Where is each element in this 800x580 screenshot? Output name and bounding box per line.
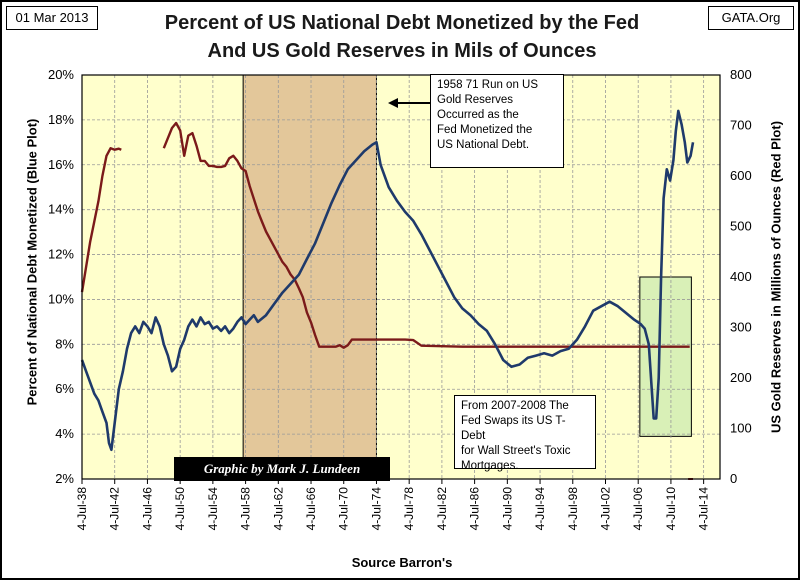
plot-border [81, 74, 721, 480]
y-left-tick-label: 8% [55, 336, 74, 351]
x-tick-label: 4-Jul-62 [271, 487, 285, 531]
run-note-line: Fed Monetized the [437, 124, 533, 136]
y-left-tick-label: 10% [48, 291, 74, 306]
y-right-tick-label: 200 [730, 370, 752, 385]
x-tick-label: 4-Jul-74 [369, 487, 383, 531]
y-right-tick-label: 500 [730, 219, 752, 234]
y-right-tick-label: 300 [730, 320, 752, 335]
annotation-arrow-head [388, 98, 398, 108]
run-note-line: Gold Reserves [437, 94, 514, 106]
y-left-axis-label: Percent of National Debt Monetized (Blue… [24, 118, 40, 406]
x-tick-label: 4-Jul-10 [664, 487, 678, 531]
annotation-1958-1971-run: 1958 71 Run on US Gold Reserves Occurred… [430, 74, 564, 168]
x-tick-label: 4-Jul-78 [402, 487, 416, 531]
y-right-tick-label: 0 [730, 471, 737, 486]
chart-title-line2: And US Gold Reserves in Mils of Ounces [207, 40, 597, 62]
graphic-credit: Graphic by Mark J. Lundeen [174, 457, 390, 481]
run-note-line: US National Debt. [437, 139, 530, 151]
x-tick-label: 4-Jul-98 [566, 487, 580, 531]
y-left-tick-label: 20% [48, 67, 74, 82]
x-tick-label: 4-Jul-90 [500, 487, 514, 531]
x-axis-label: Source Barron's [351, 555, 453, 570]
x-tick-label: 4-Jul-86 [468, 487, 482, 531]
y-left-tick-label: 18% [48, 112, 74, 127]
x-tick-label: 4-Jul-82 [435, 487, 449, 531]
swap-note-line: Mortgages. [461, 460, 519, 472]
y-right-tick-label: 100 [730, 421, 752, 436]
highlight-region-1958-1974 [242, 74, 377, 480]
y-right-tick-label: 600 [730, 168, 752, 183]
y-left-tick-label: 12% [48, 247, 74, 262]
annotation-2007-swap: From 2007-2008 The Fed Swaps its US T-De… [454, 395, 596, 472]
x-tick-label: 4-Jul-54 [206, 487, 220, 531]
chart-title-line1: Percent of US National Debt Monetized by… [164, 12, 640, 34]
y-right-tick-label: 800 [730, 67, 752, 82]
run-note-line: 1958 71 Run on US [437, 79, 539, 91]
x-tick-label: 4-Jul-66 [304, 487, 318, 531]
x-tick-label: 4-Jul-50 [173, 487, 187, 531]
run-note-line: Occurred as the [437, 109, 519, 121]
swap-note-line: From 2007-2008 The [461, 400, 569, 412]
x-tick-label: 4-Jul-70 [337, 487, 351, 531]
y-left-tick-label: 6% [55, 381, 74, 396]
y-right-axis-label: US Gold Reserves in Millions of Ounces (… [768, 120, 784, 434]
swap-note-line: Fed Swaps its US T-Debt [461, 415, 566, 442]
highlight-region-2007-2012 [639, 276, 692, 437]
swap-note-line: for Wall Street's Toxic [461, 445, 571, 457]
x-tick-label: 4-Jul-38 [75, 487, 89, 531]
y-left-tick-label: 16% [48, 157, 74, 172]
y-left-tick-label: 2% [55, 471, 74, 486]
y-left-tick-label: 14% [48, 202, 74, 217]
y-left-tick-label: 4% [55, 426, 74, 441]
y-right-tick-label: 400 [730, 269, 752, 284]
x-tick-label: 4-Jul-94 [533, 487, 547, 531]
debt-monetized-series-line [80, 109, 695, 452]
source-label: GATA.Org [708, 6, 794, 30]
plot-area [82, 75, 720, 479]
x-tick-label: 4-Jul-42 [108, 487, 122, 531]
date-label: 01 Mar 2013 [6, 6, 98, 30]
x-tick-label: 4-Jul-14 [697, 487, 711, 531]
x-tick-label: 4-Jul-02 [598, 487, 612, 531]
x-tick-label: 4-Jul-46 [140, 487, 154, 531]
x-tick-label: 4-Jul-58 [239, 487, 253, 531]
y-right-tick-label: 700 [730, 118, 752, 133]
x-tick-label: 4-Jul-06 [631, 487, 645, 531]
